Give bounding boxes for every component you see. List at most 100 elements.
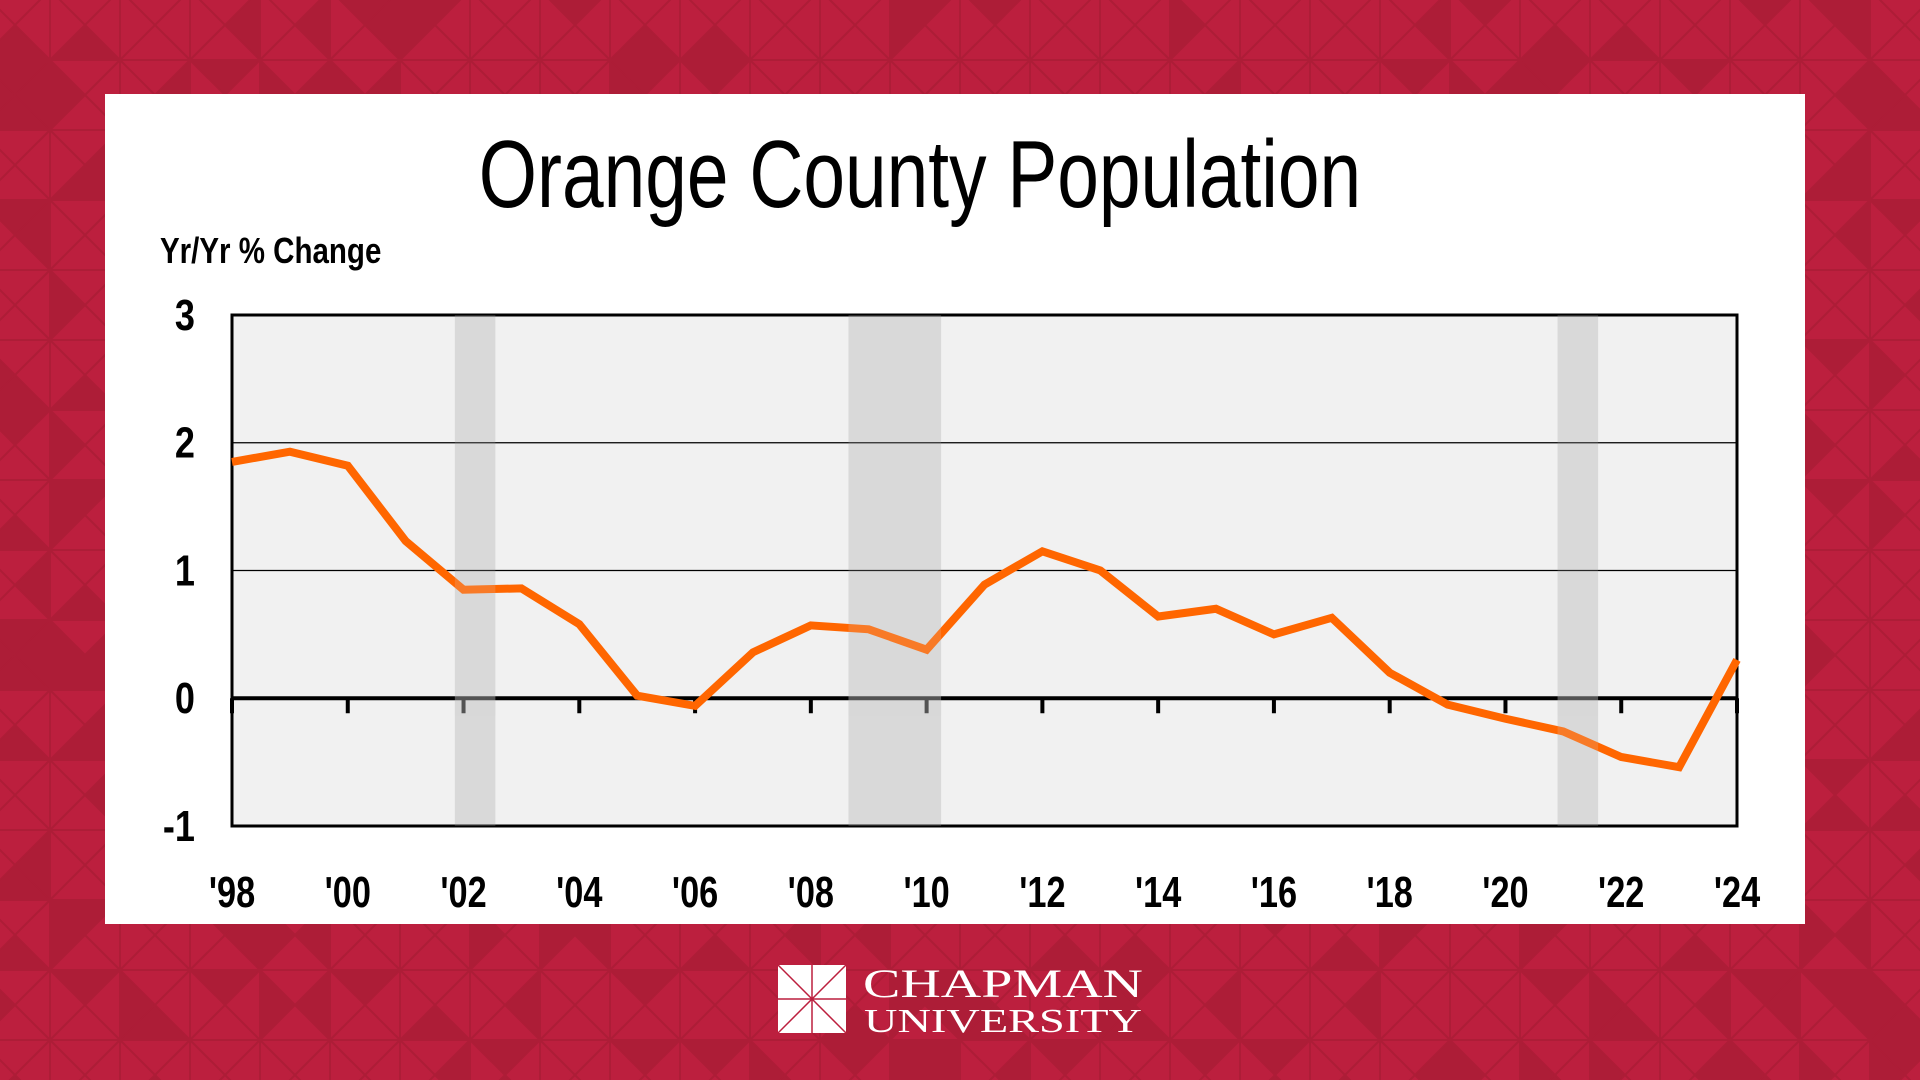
background-triangle (1835, 200, 1870, 270)
background-grid-line (49, 759, 121, 831)
x-tick-label: '08 (788, 868, 834, 917)
background-grid-line (49, 479, 121, 551)
background-grid-line (1799, 59, 1871, 131)
background-grid-line (539, 899, 611, 971)
chapman-logo: CHAPMAN UNIVERSITY (778, 965, 1143, 1035)
background-triangle (50, 970, 120, 1005)
y-axis-label: Yr/Yr % Change (160, 230, 381, 270)
background-grid-line (609, 969, 681, 1041)
background-triangle (1905, 290, 1920, 320)
background-grid-line (1729, 899, 1801, 971)
background-triangle (295, 970, 330, 1040)
background-grid-line (0, 59, 51, 131)
background-triangle (1030, 935, 1100, 970)
background-triangle (610, 970, 680, 1005)
background-grid-line (329, 969, 401, 1041)
background-grid-line (1799, 829, 1871, 901)
background-grid-line (0, 759, 51, 831)
background-triangle (340, 0, 390, 25)
background-triangle (50, 585, 120, 620)
background-grid-line (1869, 339, 1920, 411)
background-grid-line (1379, 0, 1451, 61)
background-grid-line (889, 969, 961, 1041)
background-triangle (970, 0, 1020, 25)
background-triangle (1740, 0, 1790, 25)
background-grid-line (1169, 1039, 1241, 1080)
background-triangle (1870, 725, 1920, 760)
background-triangle (1415, 0, 1450, 60)
background-triangle (925, 970, 960, 1040)
background-grid-line (1519, 1039, 1591, 1080)
background-triangle (1205, 970, 1240, 1040)
background-triangle (0, 990, 15, 1020)
background-grid-line (1799, 479, 1871, 551)
recession-band-tint (1557, 315, 1599, 826)
chart-title: Orange County Population (479, 121, 1361, 228)
background-grid-line (49, 199, 121, 271)
background-grid-line (1029, 1039, 1101, 1080)
background-grid-line (1239, 0, 1311, 61)
background-grid-line (1379, 899, 1451, 971)
background-grid-line (1169, 0, 1241, 61)
background-triangle (890, 1040, 960, 1075)
background-grid-line (49, 269, 121, 341)
background-grid-line (399, 0, 471, 61)
x-tick-label: '20 (1482, 868, 1528, 917)
y-tick-label: 0 (175, 674, 195, 723)
background-grid-line (749, 1039, 821, 1080)
background-grid-line (259, 969, 331, 1041)
background-triangle (680, 935, 750, 970)
background-triangle (365, 0, 400, 60)
background-triangle (1800, 900, 1835, 970)
background-grid-line (1799, 409, 1871, 481)
background-grid-line (49, 969, 121, 1041)
background-triangle (0, 375, 50, 410)
background-triangle (1870, 95, 1920, 130)
background-triangle (1100, 970, 1135, 1040)
background-grid-line (49, 59, 121, 131)
background-grid-line (819, 0, 891, 61)
background-triangle (50, 900, 120, 935)
background-triangle (0, 620, 50, 655)
background-grid-line (1799, 899, 1871, 971)
background-triangle (0, 410, 50, 445)
background-triangle (50, 480, 120, 515)
background-grid-line (679, 899, 751, 971)
logo-line1: CHAPMAN (863, 965, 1143, 1006)
background-grid-line (0, 969, 51, 1041)
background-grid-line (1799, 969, 1871, 1041)
background-grid-line (959, 0, 1031, 61)
background-triangle (680, 25, 750, 60)
background-triangle (1870, 480, 1905, 550)
background-triangle (1905, 850, 1920, 880)
background-triangle (1870, 340, 1905, 410)
background-grid-line (1309, 0, 1381, 61)
background-triangle (890, 0, 925, 60)
background-triangle (0, 725, 50, 760)
background-grid-line (1449, 899, 1521, 971)
background-triangle (470, 1040, 540, 1075)
background-grid-line (1869, 899, 1920, 971)
background-triangle (680, 60, 750, 95)
background-grid-line (259, 1039, 331, 1080)
background-triangle (0, 200, 50, 235)
background-grid-line (259, 0, 331, 61)
background-triangle (1800, 760, 1870, 795)
background-grid-line (259, 899, 331, 971)
background-grid-line (119, 1039, 191, 1080)
y-tick-label: 3 (175, 291, 195, 340)
background-grid-line (679, 969, 751, 1041)
background-grid-line (1449, 0, 1521, 61)
background-triangle (960, 970, 995, 1040)
background-triangle (120, 1005, 190, 1040)
background-triangle (295, 0, 330, 60)
background-grid-line (889, 0, 961, 61)
background-grid-line (609, 0, 681, 61)
background-grid-line (1799, 759, 1871, 831)
background-triangle (1835, 0, 1870, 60)
background-triangle (1870, 445, 1920, 480)
background-triangle (1520, 970, 1590, 1005)
background-grid-line (749, 0, 821, 61)
background-grid-line (1729, 1039, 1801, 1080)
background-triangle (0, 655, 50, 690)
